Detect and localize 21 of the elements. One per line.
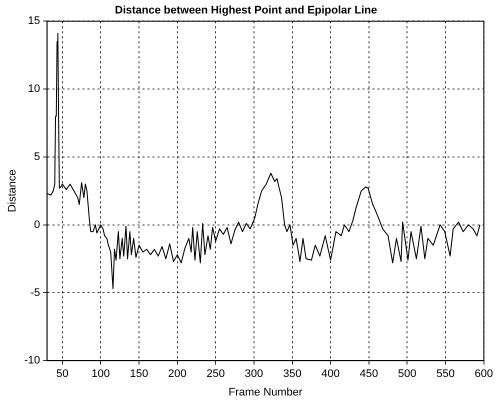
y-tick-label: 10 — [28, 83, 40, 96]
x-tick-label: 350 — [283, 368, 302, 380]
chart-title: Distance between Highest Point and Epipolar Line — [114, 4, 378, 17]
x-tick-label: 150 — [130, 368, 148, 380]
x-tick-label: 100 — [92, 368, 110, 380]
y-axis-title: Distance — [6, 170, 19, 212]
x-tick-label: 600 — [474, 368, 494, 380]
x-tick-label: 500 — [398, 368, 416, 380]
x-tick-label: 250 — [206, 368, 225, 380]
y-tick-label: 5 — [34, 150, 40, 163]
x-tick-label: 550 — [436, 368, 455, 380]
x-tick-label: 450 — [360, 368, 378, 380]
y-tick-label: 0 — [34, 218, 40, 231]
y-tick-label: -10 — [24, 354, 40, 367]
y-tick-label: -5 — [30, 286, 40, 299]
x-tick-label: 400 — [321, 368, 340, 380]
y-tick-label: 15 — [28, 15, 40, 28]
x-tick-label: 300 — [244, 368, 264, 380]
x-tick-label: 50 — [56, 368, 69, 380]
x-tick-label: 200 — [168, 368, 187, 380]
x-axis-title: Frame Number — [228, 386, 303, 398]
